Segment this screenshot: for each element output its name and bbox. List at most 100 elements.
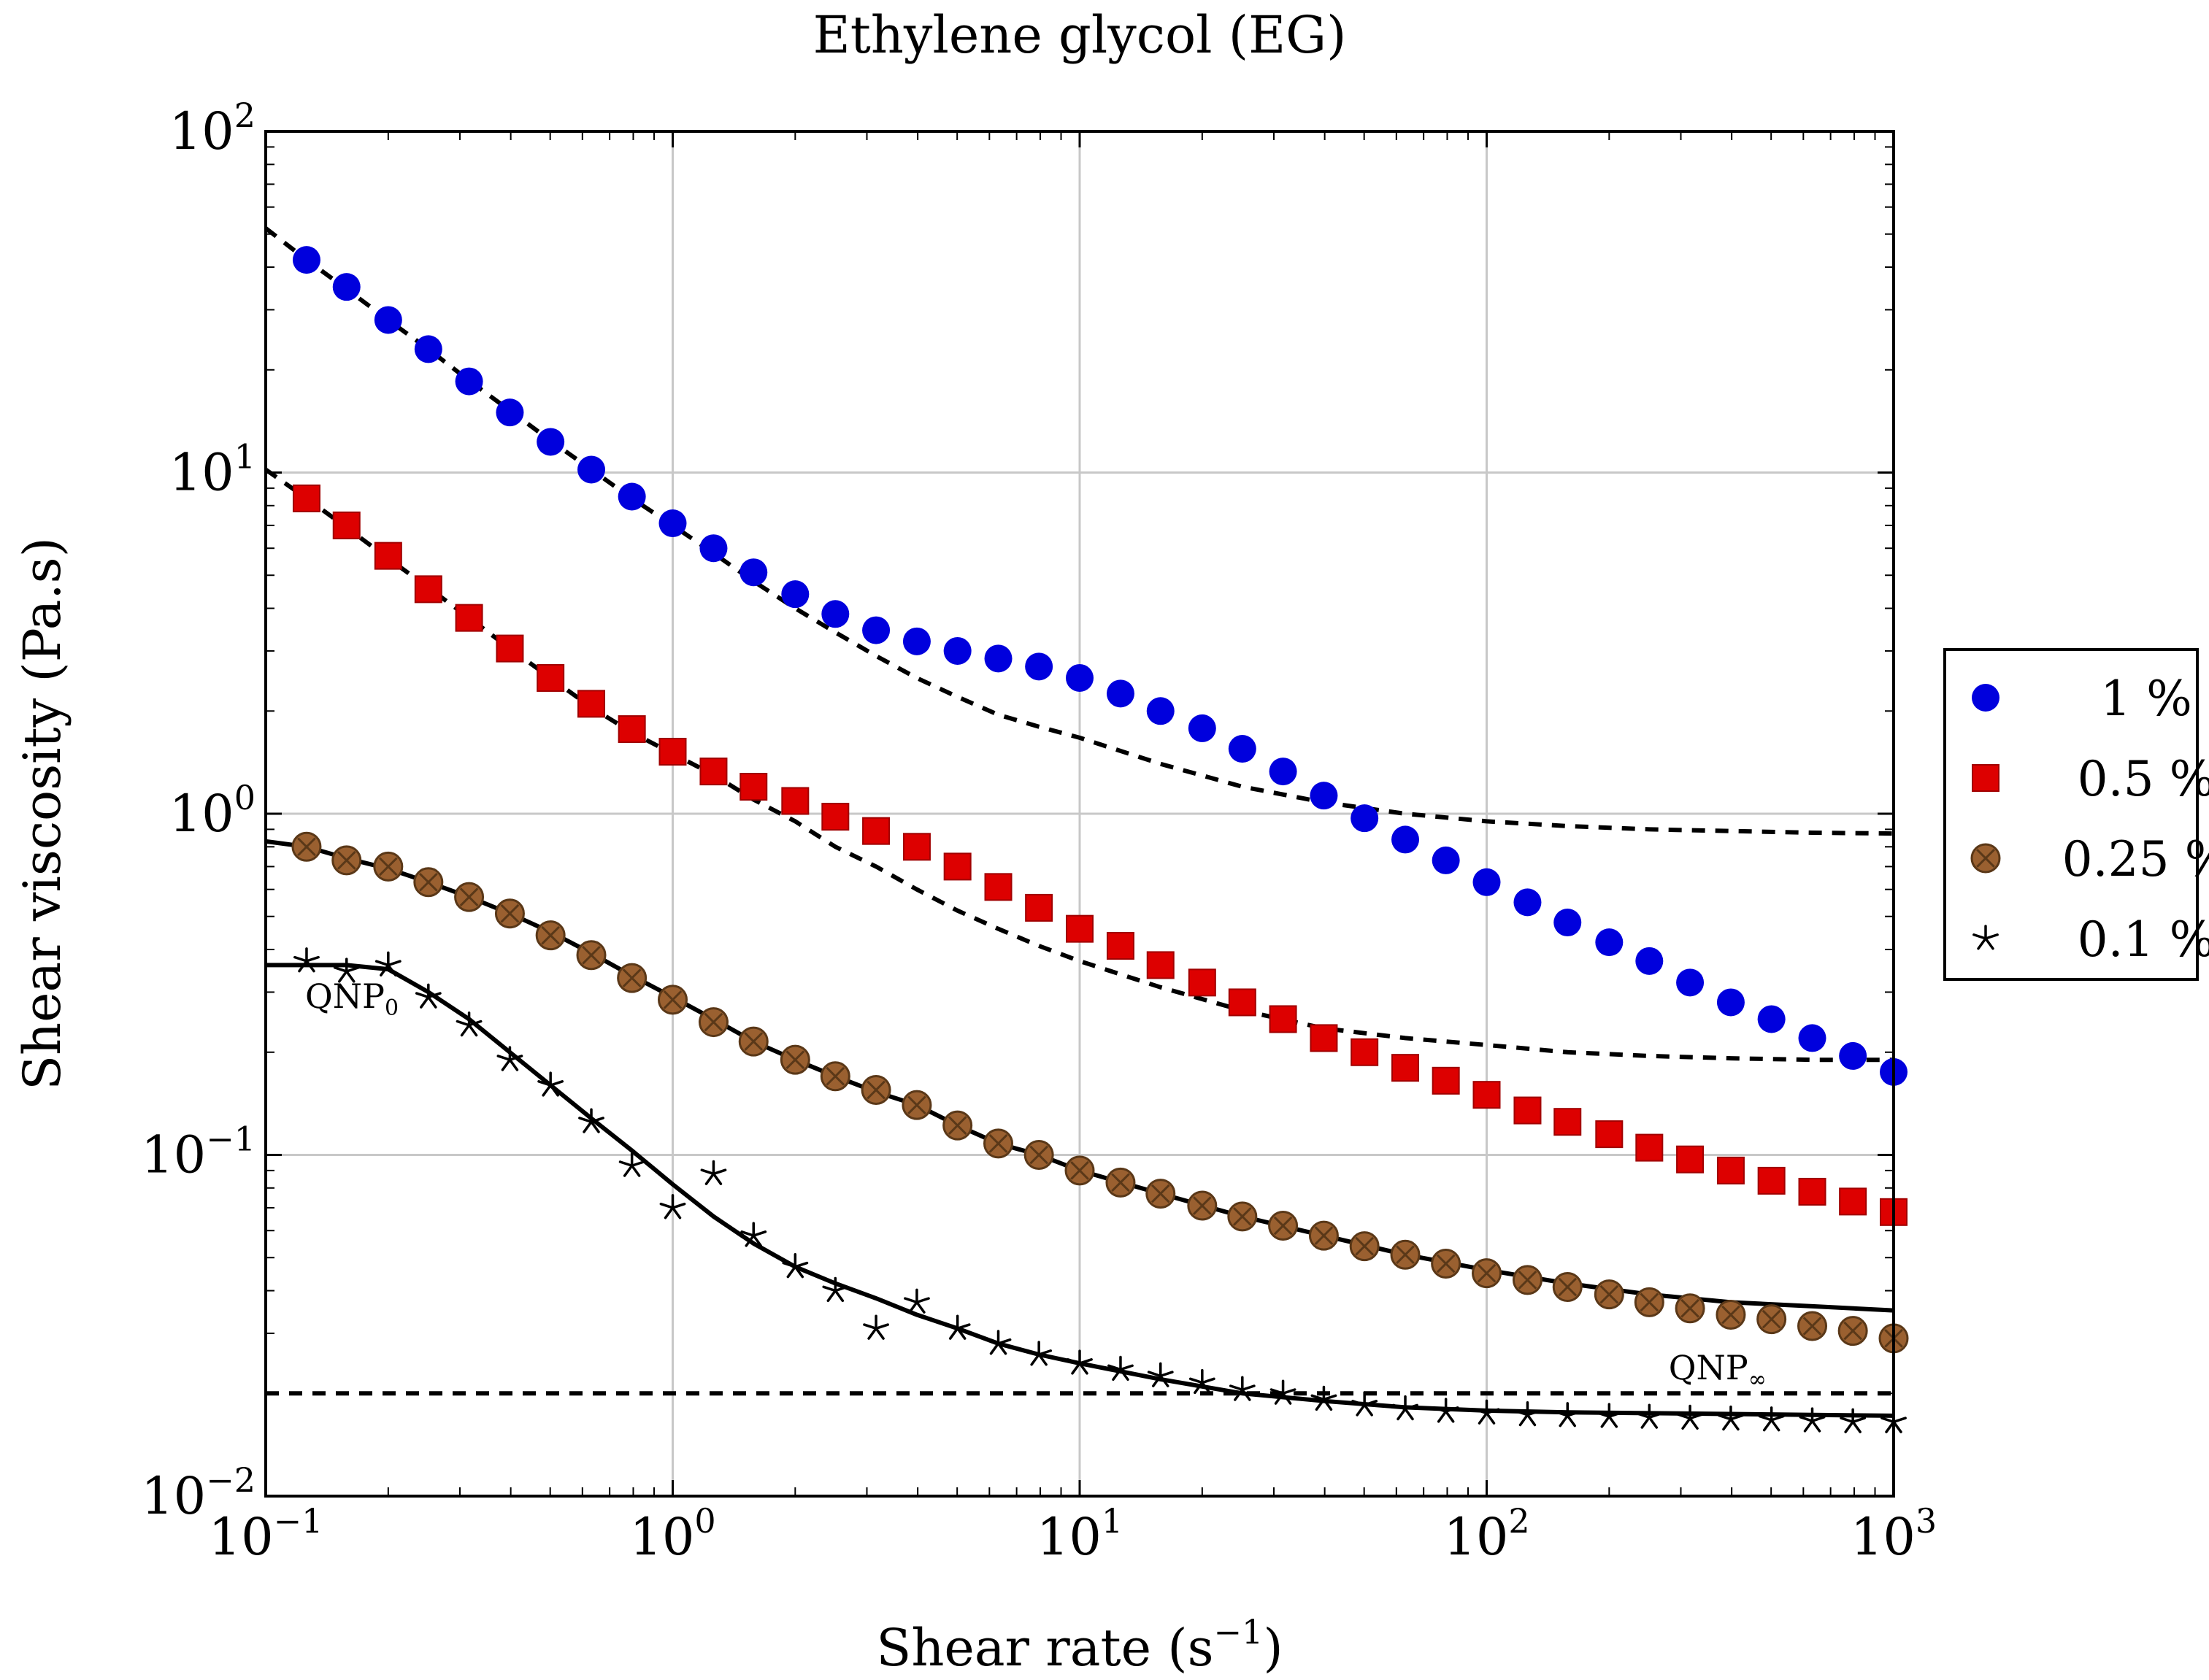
x-tick-label: 102 xyxy=(1443,1501,1529,1567)
data-point xyxy=(1472,1258,1502,1289)
data-point xyxy=(1392,1395,1418,1421)
legend-marker xyxy=(1970,843,2001,874)
data-point xyxy=(1595,1120,1624,1149)
data-point xyxy=(1026,1341,1053,1366)
legend-entry: 0.1 % xyxy=(1972,912,2209,968)
data-point xyxy=(1349,1231,1380,1262)
data-point xyxy=(1635,947,1664,975)
data-point xyxy=(738,1026,769,1057)
data-point xyxy=(1066,914,1094,943)
data-point xyxy=(414,335,442,363)
data-point xyxy=(1837,1316,1868,1346)
data-point xyxy=(618,715,646,744)
data-point xyxy=(537,1071,564,1097)
data-point xyxy=(1188,714,1216,742)
data-point xyxy=(374,306,402,334)
data-point xyxy=(1756,1304,1787,1335)
legend-label: 0.5 % xyxy=(2078,751,2209,807)
data-point xyxy=(293,947,320,973)
data-point xyxy=(942,1110,973,1141)
data-point xyxy=(1107,1355,1134,1382)
data-point xyxy=(902,627,931,655)
qnp-inf-annotation: QNP∞ xyxy=(1669,1348,1767,1392)
data-point xyxy=(292,484,320,512)
legend-marker xyxy=(1972,764,1999,792)
data-point xyxy=(740,1222,767,1247)
data-point xyxy=(415,983,442,1009)
data-point xyxy=(902,833,931,861)
data-point xyxy=(1227,1201,1258,1232)
data-point xyxy=(1025,893,1053,922)
data-point xyxy=(1023,1140,1054,1170)
data-point xyxy=(618,1152,645,1177)
data-point xyxy=(1677,1404,1703,1430)
data-point xyxy=(618,482,646,511)
data-point xyxy=(821,600,850,628)
y-tick-label: 10−1 xyxy=(141,1120,256,1185)
data-point xyxy=(862,616,891,644)
qnp-zero-annotation: QNP0 xyxy=(305,976,399,1021)
data-point xyxy=(984,644,1013,673)
data-point xyxy=(700,1160,727,1185)
data-point xyxy=(698,1007,729,1038)
data-point xyxy=(374,951,402,976)
data-point xyxy=(984,873,1013,901)
data-point xyxy=(1676,968,1705,997)
data-point xyxy=(983,1128,1014,1159)
data-point xyxy=(699,758,728,786)
data-point xyxy=(943,852,972,881)
data-point xyxy=(332,511,361,539)
data-point xyxy=(332,273,361,301)
data-point xyxy=(1351,1391,1378,1417)
data-point xyxy=(1147,1362,1174,1387)
legend-marker xyxy=(1972,684,1999,712)
data-point xyxy=(658,985,688,1015)
data-point xyxy=(1432,1066,1460,1095)
data-point xyxy=(1513,1096,1542,1125)
data-point xyxy=(781,787,810,815)
data-point xyxy=(904,1288,930,1314)
data-point xyxy=(1308,1220,1339,1251)
data-point xyxy=(413,867,444,898)
data-point xyxy=(1472,1081,1501,1109)
data-point xyxy=(1718,1405,1744,1431)
legend-label: 1 % xyxy=(2100,671,2192,727)
x-tick-label: 10−1 xyxy=(209,1501,323,1567)
y-tick-label: 100 xyxy=(169,778,256,844)
fit-0.5-curve xyxy=(266,468,1894,1063)
data-point xyxy=(1554,1402,1581,1427)
data-point xyxy=(1268,1211,1299,1241)
x-tick-label: 100 xyxy=(629,1501,715,1567)
data-point xyxy=(292,246,320,274)
data-point xyxy=(699,534,728,563)
data-point xyxy=(1636,1403,1663,1429)
data-point xyxy=(537,428,565,456)
data-point xyxy=(333,957,360,983)
legend-entry: 1 % xyxy=(1972,671,2192,727)
plot-frame xyxy=(264,130,1895,1498)
data-point xyxy=(1229,1376,1256,1401)
data-point xyxy=(537,663,565,692)
data-point xyxy=(1553,909,1582,937)
data-point xyxy=(1025,652,1053,681)
data-point xyxy=(1310,1024,1338,1052)
data-point xyxy=(821,803,850,831)
data-point xyxy=(1716,988,1745,1017)
data-point xyxy=(1512,1265,1543,1295)
data-point xyxy=(331,845,362,876)
data-point xyxy=(496,634,524,663)
data-point xyxy=(1552,1272,1583,1303)
data-point xyxy=(985,1330,1012,1355)
legend-label: 0.25 % xyxy=(2062,831,2209,887)
data-point xyxy=(1514,1400,1541,1427)
data-point xyxy=(1188,1368,1215,1395)
data-point xyxy=(1840,1408,1867,1433)
data-point xyxy=(1757,1005,1786,1033)
data-point xyxy=(1188,968,1216,997)
data-point xyxy=(1799,1407,1826,1433)
data-point xyxy=(1067,1349,1093,1375)
data-point xyxy=(1675,1293,1705,1324)
data-point xyxy=(494,898,525,929)
y-tick-label: 102 xyxy=(169,96,256,161)
